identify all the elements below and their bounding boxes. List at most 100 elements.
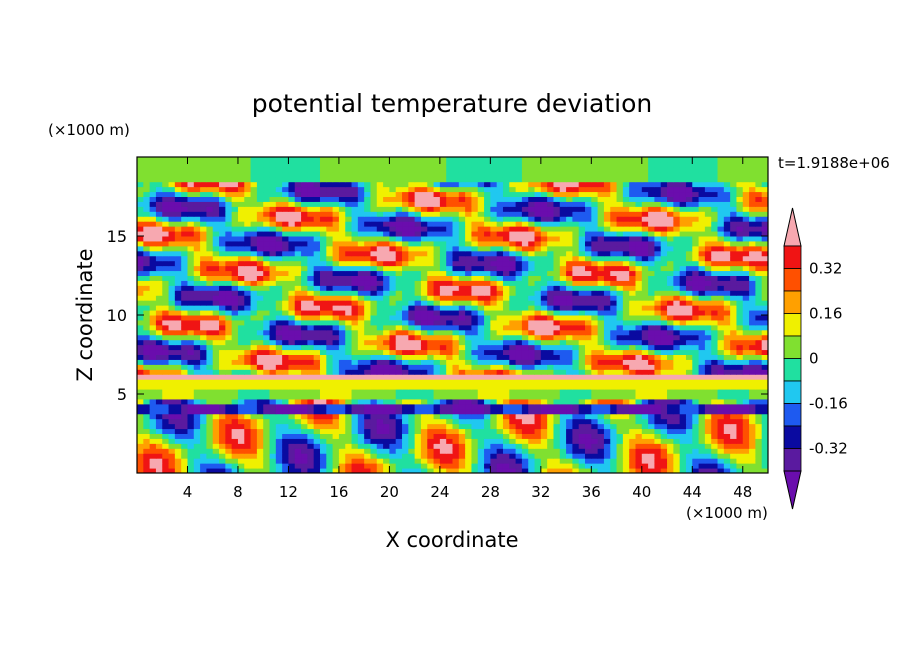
contour-cell: [616, 226, 624, 232]
contour-cell: [155, 389, 163, 395]
contour-cell: [256, 438, 264, 444]
contour-cell: [622, 359, 630, 365]
contour-cell: [711, 250, 719, 257]
contour-cell: [673, 453, 681, 459]
contour-cell: [559, 438, 567, 444]
contour-cell: [685, 394, 693, 400]
contour-cell: [610, 384, 618, 390]
contour-cell: [162, 329, 170, 336]
contour-cell: [629, 448, 636, 454]
contour-cell: [629, 265, 636, 272]
contour-cell: [755, 324, 763, 331]
contour-cell: [641, 240, 649, 247]
contour-cell: [212, 398, 220, 405]
contour-cell: [547, 448, 554, 454]
contour-cell: [730, 236, 737, 242]
contour-cell: [521, 260, 529, 267]
contour-cell: [402, 433, 409, 439]
contour-cell: [458, 359, 466, 365]
contour-cell: [402, 265, 409, 272]
contour-cell: [717, 359, 725, 365]
contour-cell: [610, 245, 618, 252]
contour-cell: [357, 231, 365, 237]
contour-cell: [692, 310, 700, 316]
contour-cell: [654, 240, 662, 247]
contour-cell: [629, 384, 636, 390]
contour-cell: [408, 260, 416, 267]
contour-cell: [553, 275, 561, 281]
contour-cell: [521, 384, 529, 390]
contour-cell: [723, 265, 731, 272]
contour-cell: [465, 280, 472, 286]
contour-cell: [155, 349, 163, 355]
contour-cell: [351, 310, 359, 316]
contour-cell: [143, 369, 151, 375]
contour-cell: [591, 339, 599, 346]
contour-cell: [559, 428, 567, 434]
contour-cell: [174, 319, 182, 326]
contour-cell: [294, 433, 302, 439]
contour-cell: [484, 398, 491, 405]
contour-cell: [572, 463, 580, 469]
contour-cell: [326, 315, 334, 321]
contour-cell: [364, 329, 371, 336]
contour-cell: [275, 403, 283, 410]
contour-cell: [275, 270, 283, 276]
contour-cell: [685, 369, 693, 375]
contour-cell: [654, 300, 662, 306]
contour-cell: [761, 384, 768, 390]
contour-cell: [578, 324, 586, 331]
contour-cell: [566, 290, 573, 296]
contour-cell: [528, 394, 536, 400]
contour-cell: [566, 354, 573, 360]
contour-cell: [755, 389, 763, 395]
contour-cell: [408, 374, 416, 380]
contour-cell: [698, 275, 706, 281]
contour-cell: [319, 265, 327, 272]
contour-cell: [332, 359, 340, 365]
contour-cell: [641, 468, 649, 473]
contour-cell: [351, 305, 359, 311]
contour-cell: [629, 250, 636, 257]
contour-cell: [181, 428, 188, 434]
contour-cell: [521, 295, 529, 301]
contour-cell: [244, 270, 252, 276]
contour-cell: [641, 290, 649, 296]
contour-cell: [553, 305, 561, 311]
contour-cell: [301, 270, 308, 276]
contour-cell: [200, 285, 207, 291]
contour-cell: [439, 359, 447, 365]
contour-cell: [585, 389, 592, 395]
contour-cell: [212, 438, 220, 444]
contour-cell: [458, 433, 466, 439]
contour-cell: [427, 428, 435, 434]
contour-cell: [446, 290, 453, 296]
contour-cell: [578, 226, 586, 232]
contour-cell: [420, 305, 428, 311]
contour-cell: [578, 305, 586, 311]
contour-cell: [244, 389, 252, 395]
contour-cell: [452, 236, 460, 242]
contour-cell: [477, 305, 485, 311]
contour-cell: [187, 433, 195, 439]
contour-cell: [200, 270, 207, 276]
contour-cell: [490, 359, 498, 365]
contour-cell: [414, 295, 422, 301]
contour-cell: [225, 255, 233, 262]
contour-cell: [155, 329, 163, 336]
contour-cell: [547, 265, 554, 272]
contour-cell: [534, 418, 542, 425]
contour-cell: [288, 423, 296, 430]
contour-cell: [420, 231, 428, 237]
contour-cell: [370, 418, 378, 425]
contour-cell: [723, 295, 731, 301]
contour-cell: [553, 448, 561, 454]
contour-cell: [414, 364, 422, 370]
contour-cell: [351, 438, 359, 444]
contour-cell: [332, 255, 340, 262]
contour-cell: [742, 384, 750, 390]
contour-cell: [174, 458, 182, 464]
contour-cell: [200, 468, 207, 473]
contour-cell: [585, 468, 592, 473]
contour-cell: [256, 349, 264, 355]
